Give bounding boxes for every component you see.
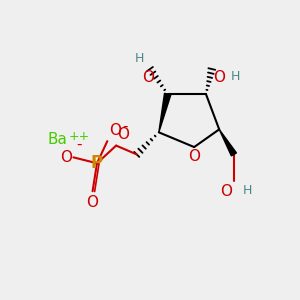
Text: O: O bbox=[87, 195, 99, 210]
Text: O: O bbox=[213, 70, 225, 86]
Text: H: H bbox=[243, 184, 252, 197]
Text: Ba: Ba bbox=[47, 132, 67, 147]
Polygon shape bbox=[219, 129, 236, 156]
Text: -: - bbox=[122, 119, 128, 134]
Text: O: O bbox=[142, 70, 154, 86]
Polygon shape bbox=[159, 93, 171, 132]
Text: ++: ++ bbox=[69, 130, 90, 143]
Text: -: - bbox=[76, 137, 82, 152]
Text: O: O bbox=[188, 148, 200, 164]
Text: P: P bbox=[91, 154, 103, 172]
Text: H: H bbox=[135, 52, 144, 64]
Text: O: O bbox=[60, 150, 72, 165]
Text: H: H bbox=[231, 70, 240, 83]
Text: O: O bbox=[109, 123, 121, 138]
Text: O: O bbox=[118, 127, 130, 142]
Text: O: O bbox=[220, 184, 232, 200]
